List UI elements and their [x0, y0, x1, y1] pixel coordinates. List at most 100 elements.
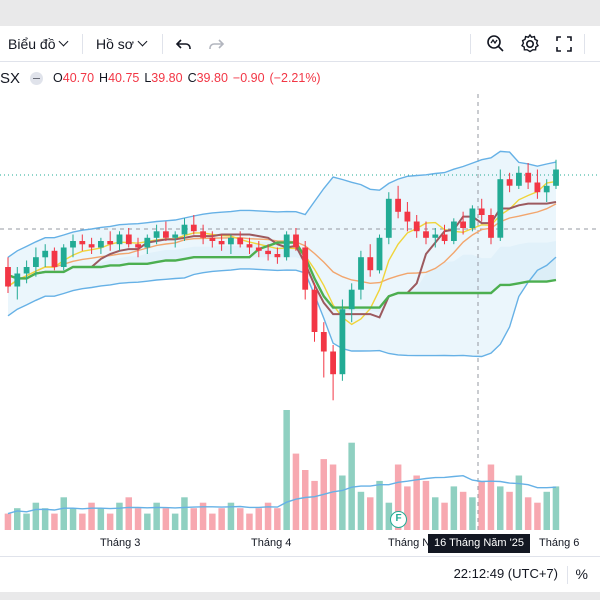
volume-bar — [311, 480, 318, 530]
volume-bar — [199, 502, 207, 530]
ohlc-legend: SX O 40.70 H 40.75 L 39.80 C 39.80 −0.90 (−2… — [0, 68, 326, 88]
volume-bar — [450, 486, 458, 530]
percent-scale-toggle[interactable]: % — [575, 566, 588, 582]
candle-body — [246, 244, 253, 248]
volume-bar — [441, 502, 448, 530]
chart-type-label: Biểu đồ — [8, 35, 56, 52]
candle-body — [51, 250, 58, 268]
candle-body — [163, 231, 169, 238]
event-marker[interactable]: F — [390, 511, 407, 528]
open-value: 40.70 — [62, 71, 95, 85]
profile-label: Hồ sơ — [96, 35, 134, 52]
volume-bar — [422, 480, 430, 530]
status-divider — [567, 566, 568, 584]
volume-bar — [524, 497, 532, 530]
candle-body — [330, 351, 336, 375]
candle-body — [385, 198, 392, 238]
volume-bar — [218, 508, 225, 530]
volume-bar — [181, 497, 188, 530]
candle-body — [553, 169, 559, 186]
candle-body — [293, 234, 299, 248]
candle-body — [497, 179, 504, 238]
volume-bar — [385, 502, 393, 530]
volume-bar — [51, 513, 58, 530]
candle-body — [190, 224, 197, 232]
candle-body — [209, 237, 216, 241]
volume-bar — [88, 502, 95, 530]
browser-top-strip — [0, 0, 600, 26]
kijun-line — [7, 241, 557, 309]
tenkan-line — [7, 201, 557, 319]
volume-bar — [116, 502, 123, 530]
candle-body — [255, 247, 262, 251]
candle-body — [172, 234, 179, 238]
volume-bar — [413, 475, 420, 530]
alert-icon[interactable] — [484, 32, 508, 56]
open-key: O — [53, 71, 63, 85]
indicator-lines — [7, 150, 557, 358]
bollinger-fill — [8, 151, 556, 357]
candle-body — [311, 289, 318, 332]
hide-series-icon[interactable] — [30, 71, 44, 85]
volume-bar — [14, 508, 21, 530]
gear-icon[interactable] — [518, 32, 542, 56]
candles — [5, 159, 559, 401]
volume-bar — [274, 508, 281, 530]
chevron-down-icon — [137, 36, 148, 47]
price-chart[interactable] — [0, 90, 600, 530]
volume-bar — [246, 513, 253, 530]
volume-bar — [264, 502, 272, 530]
volume-bar — [283, 410, 290, 530]
toolbar-divider — [82, 34, 83, 54]
clock[interactable]: 22:12:49 (UTC+7) — [453, 566, 558, 581]
volume-bar — [106, 513, 114, 530]
volume-bar — [367, 497, 374, 530]
change-percent: (−2.21%) — [269, 71, 321, 85]
candle-body — [367, 257, 374, 271]
undo-icon[interactable] — [172, 32, 196, 56]
volume-bar — [162, 508, 170, 530]
x-axis-label: Tháng 3 — [100, 537, 141, 549]
volume-bar — [292, 453, 300, 530]
fullscreen-icon[interactable] — [552, 32, 576, 56]
volume-bar — [255, 508, 262, 530]
bollinger-upper-line — [7, 150, 557, 258]
candle-body — [413, 221, 420, 232]
candle-body — [283, 234, 290, 258]
volume-bar — [79, 513, 86, 530]
volume-bar — [134, 508, 142, 530]
candle-body — [125, 234, 132, 245]
toolbar-divider — [162, 34, 163, 54]
change-value: −0.90 — [232, 71, 265, 85]
profile-menu[interactable]: Hồ sơ — [96, 26, 148, 61]
volume-bar — [171, 513, 179, 530]
browser-bottom-strip — [0, 592, 600, 600]
candle-body — [469, 208, 476, 228]
candle-body — [200, 231, 206, 238]
volume-bar — [339, 475, 346, 530]
volume-bar — [543, 491, 550, 530]
volume-bar — [237, 508, 244, 530]
candle-body — [320, 332, 327, 352]
volume-bar — [60, 497, 67, 530]
low-key: L — [144, 71, 152, 85]
candle-body — [274, 254, 281, 258]
chart-type-menu[interactable]: Biểu đồ — [8, 26, 69, 61]
volume-bar — [515, 475, 523, 530]
candle-body — [144, 237, 151, 248]
volume-bar — [69, 508, 77, 530]
bollinger-lower-line — [7, 256, 557, 358]
candle-body — [98, 241, 104, 248]
redo-icon[interactable] — [204, 32, 228, 56]
candle-body — [88, 244, 95, 248]
volume-bars — [4, 410, 560, 530]
candle-body — [33, 257, 39, 267]
candle-body — [534, 182, 541, 193]
candle-body — [460, 221, 466, 228]
high-value: 40.75 — [108, 71, 140, 85]
candle-body — [42, 250, 49, 258]
volume-bar — [478, 480, 485, 530]
symbol-name[interactable]: SX — [0, 69, 21, 87]
bollinger-band-area — [8, 151, 556, 357]
candle-body — [451, 221, 457, 241]
